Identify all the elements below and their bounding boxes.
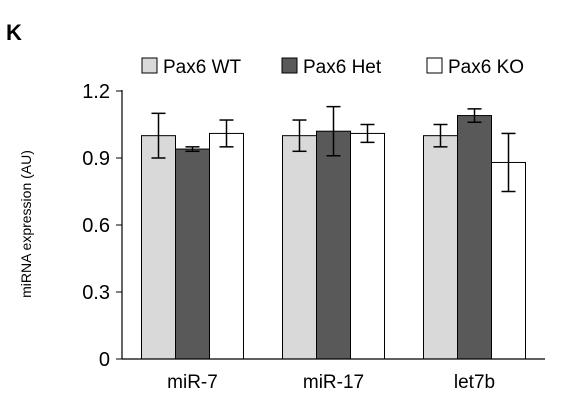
legend-swatch	[141, 57, 158, 74]
legend-label: Pax6 WT	[163, 57, 242, 78]
bar	[209, 132, 244, 360]
y-tick-label: 1.2	[82, 81, 110, 103]
y-tick-label: 0.6	[82, 215, 110, 237]
y-tick-label: 0.3	[82, 282, 110, 304]
bar	[457, 115, 492, 360]
error-bars	[151, 105, 516, 193]
x-tick-label: miR-7	[167, 372, 218, 393]
y-tick-label: 0	[99, 349, 110, 371]
legend-swatch	[426, 57, 443, 74]
bars	[141, 115, 526, 360]
bar	[491, 161, 526, 360]
bar	[175, 148, 210, 360]
x-tick-label: let7b	[454, 372, 495, 393]
bar	[350, 132, 385, 360]
legend: Pax6 WT Pax6 Het Pax6 KO	[141, 57, 524, 78]
panel-label: K	[6, 20, 22, 45]
x-tick-label: miR-17	[303, 372, 364, 393]
bar	[423, 135, 458, 360]
y-axis-title: miRNA expression (AU)	[18, 150, 34, 298]
bar	[141, 135, 176, 360]
bar	[282, 135, 317, 360]
legend-swatch	[281, 57, 298, 74]
x-axis: miR-7 miR-17 let7b	[167, 372, 495, 393]
y-tick-label: 0.9	[82, 148, 110, 170]
bar	[316, 130, 351, 360]
y-axis: 0 0.3 0.6 0.9 1.2	[82, 81, 122, 371]
legend-label: Pax6 KO	[448, 57, 524, 78]
axes	[121, 90, 545, 360]
legend-label: Pax6 Het	[303, 57, 382, 78]
